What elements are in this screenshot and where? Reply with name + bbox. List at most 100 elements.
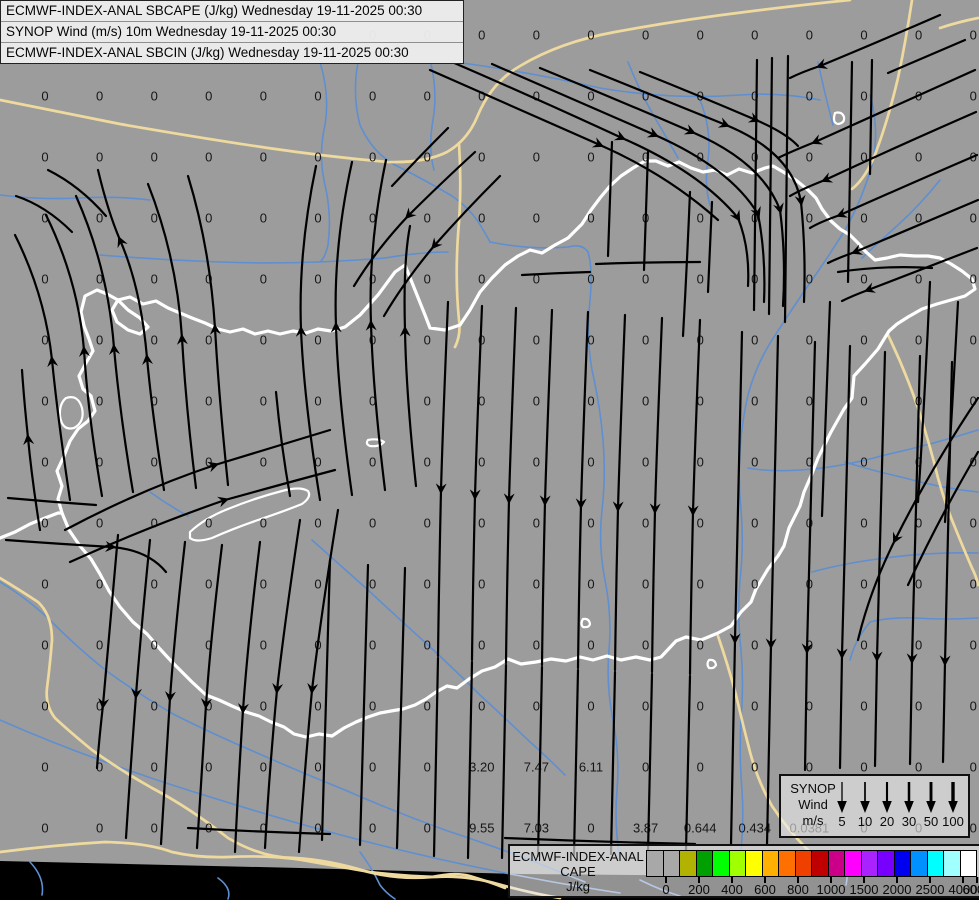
grid-value: 0 — [860, 149, 868, 165]
grid-value: 0 — [41, 576, 49, 592]
cape-tick-mark — [797, 877, 799, 883]
lake-outline — [58, 396, 84, 430]
cape-color-cell — [680, 851, 697, 876]
grid-value: 0 — [641, 576, 650, 592]
grid-value: 0 — [368, 820, 377, 836]
grid-value: 0 — [751, 515, 759, 531]
grid-value: 0 — [259, 820, 268, 836]
grid-value: 0 — [969, 515, 977, 531]
wind-streamline — [263, 518, 302, 850]
grid-value: 0 — [368, 759, 377, 775]
cape-color-cell — [861, 851, 878, 876]
grid-value: 0 — [532, 515, 541, 531]
river — [29, 861, 44, 896]
grid-value: 0 — [751, 454, 759, 470]
grid-value: 0 — [696, 637, 704, 653]
grid-value: 0 — [41, 271, 49, 287]
grid-value: 0 — [969, 332, 977, 348]
wind-streamline — [609, 670, 617, 856]
grid-value: 0 — [587, 27, 595, 43]
cape-color-cell — [762, 851, 779, 876]
grid-value: 0 — [587, 698, 595, 714]
grid-value: 0 — [205, 210, 213, 226]
lake-outline — [365, 438, 386, 448]
grid-value: 0 — [805, 210, 814, 226]
wind-streamline — [146, 182, 198, 490]
grid-value: 0 — [532, 454, 541, 470]
grid-value: 0 — [259, 149, 268, 165]
wind-streamline — [767, 56, 774, 316]
grid-value: 0 — [532, 88, 541, 104]
grid-value: 0 — [969, 759, 977, 775]
grid-value: 0 — [914, 698, 923, 714]
cape-tick-mark — [698, 877, 700, 883]
wind-streamline — [503, 836, 697, 846]
grid-value: 0 — [205, 149, 213, 165]
cape-tick-label: 6000 — [962, 882, 979, 897]
grid-value: 0 — [805, 88, 814, 104]
grid-value: 0 — [805, 698, 814, 714]
grid-value: 0 — [95, 820, 104, 836]
grid-value: 0 — [423, 332, 431, 348]
grid-value: 9.55 — [469, 820, 495, 836]
cape-tick-label: 2000 — [882, 882, 912, 897]
grid-value: 0 — [587, 210, 595, 226]
grid-value: 0 — [805, 393, 814, 409]
wind-speed-arrow-icon — [946, 780, 960, 814]
grid-value: 0 — [696, 515, 704, 531]
grid-value: 0 — [423, 515, 431, 531]
grid-value: 0 — [259, 393, 268, 409]
wind-streamline — [330, 160, 354, 497]
cape-color-cell — [828, 851, 845, 876]
wind-streamline — [186, 174, 230, 487]
river — [359, 851, 396, 900]
cape-color-cell — [812, 851, 829, 876]
grid-value: 0 — [751, 393, 759, 409]
wind-streamline — [820, 300, 832, 518]
wind-streamline — [575, 310, 590, 670]
wind-speed-arrow-icon — [858, 780, 872, 814]
cape-color-cell — [894, 851, 911, 876]
cape-tick-mark — [962, 877, 964, 883]
grid-value: 0 — [587, 332, 595, 348]
grid-value: 0 — [478, 149, 486, 165]
grid-value: 0 — [423, 698, 431, 714]
grid-value: 0 — [860, 515, 868, 531]
cape-color-cell — [960, 851, 976, 876]
grid-value: 0 — [368, 393, 377, 409]
grid-value: 0 — [95, 210, 104, 226]
wind-speed-arrow-icon — [880, 780, 894, 814]
wind-legend-box: SYNOP Wind m/s 5 10 20 30 50 100 — [779, 774, 970, 838]
grid-value: 0 — [969, 393, 977, 409]
title-line-sbcin: ECMWF-INDEX-ANAL SBCIN (J/kg) Wednesday … — [1, 42, 463, 63]
grid-value: 0 — [205, 393, 213, 409]
border-line — [938, 16, 979, 30]
grid-value: 0 — [587, 88, 595, 104]
wind-legend-caption-line3: m/s — [802, 813, 824, 828]
grid-value: 0 — [914, 515, 923, 531]
grid-value: 0 — [532, 637, 541, 653]
grid-value: 0 — [805, 27, 814, 43]
grid-value: 0 — [860, 698, 868, 714]
grid-value: 0 — [368, 637, 377, 653]
grid-value: 0 — [205, 759, 213, 775]
grid-value: 0 — [969, 210, 977, 226]
cape-tick-label: 1500 — [849, 882, 879, 897]
cape-tick-mark — [731, 877, 733, 883]
cape-color-cell — [647, 851, 664, 876]
grid-value: 0 — [641, 393, 650, 409]
river — [454, 61, 821, 101]
cape-tick-mark — [764, 877, 766, 883]
cape-tick-mark — [863, 877, 865, 883]
grid-value: 0 — [150, 454, 158, 470]
grid-value: 3.20 — [469, 759, 495, 775]
grid-value: 0 — [41, 820, 49, 836]
grid-value: 0 — [150, 332, 158, 348]
grid-value: 0 — [314, 149, 322, 165]
grid-value: 0 — [587, 454, 595, 470]
wind-speed-arrow-icon — [902, 780, 916, 814]
grid-value: 0 — [205, 271, 213, 287]
grid-value: 0 — [478, 698, 486, 714]
wind-streamline — [886, 38, 967, 75]
grid-value: 0 — [641, 515, 650, 531]
